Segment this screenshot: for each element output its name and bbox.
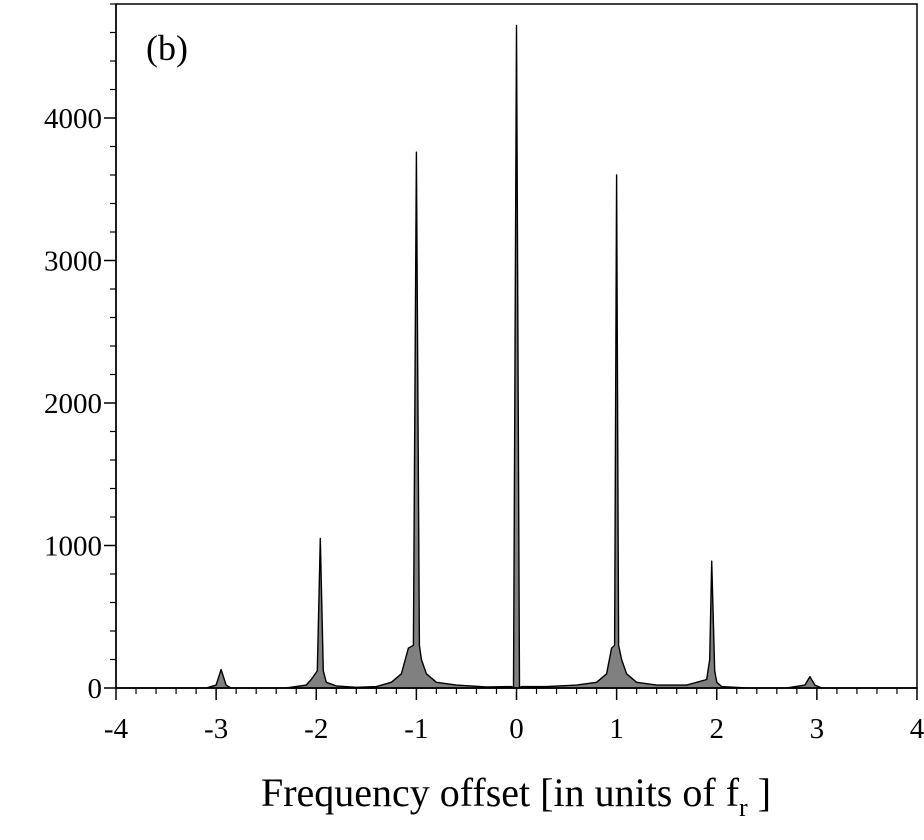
x-axis-label-main: Frequency offset [in units of f (261, 770, 740, 815)
x-tick-label: 0 (509, 713, 524, 745)
y-tick-label: 4000 (44, 103, 102, 135)
y-tick-label: 3000 (44, 246, 102, 278)
x-axis-ticks: -4 -3 -2 -1 0 1 2 3 4 (104, 688, 924, 745)
y-tick-label: 2000 (44, 388, 102, 420)
x-tick-label: 2 (710, 713, 725, 745)
spectrum-area-0 (115, 24, 918, 689)
x-tick-label: 4 (910, 713, 924, 745)
x-axis-label: Frequency offset [in units of fr ] (261, 770, 771, 822)
y-axis-ticks: 0 1000 2000 3000 4000 (44, 3, 116, 705)
y-tick-label: 0 (88, 673, 103, 705)
x-tick-label: -2 (304, 713, 328, 745)
y-tick-label: 1000 (44, 531, 102, 563)
panel-label: (b) (146, 28, 188, 68)
x-tick-label: 1 (609, 713, 624, 745)
x-tick-label: -1 (404, 713, 428, 745)
x-axis-label-subscript: r (739, 793, 748, 822)
x-tick-label: -4 (104, 713, 129, 745)
x-tick-label: 3 (810, 713, 825, 745)
x-tick-label: -3 (204, 713, 228, 745)
series-layer (115, 24, 918, 689)
x-axis-label-suffix: ] (748, 770, 771, 815)
